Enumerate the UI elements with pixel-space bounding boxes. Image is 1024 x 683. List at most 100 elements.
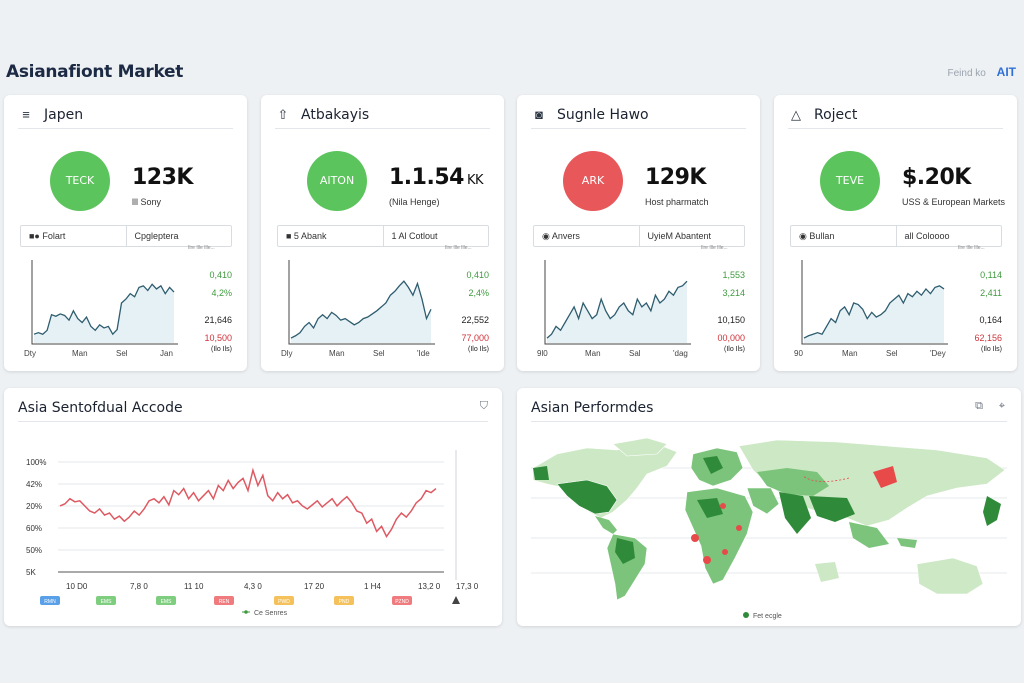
y-tick-label: 50% bbox=[26, 546, 42, 555]
x-tick-label: Man bbox=[329, 349, 345, 358]
map-legend-label: Fet ecgle bbox=[753, 613, 782, 620]
location-icon[interactable]: ⌖ bbox=[998, 400, 1005, 412]
metric-number: 1.1.54 bbox=[389, 165, 464, 190]
china bbox=[809, 496, 855, 522]
map-card: Asian Performdes ⧉ ⌖ Fet ecgle bbox=[517, 388, 1021, 626]
stat-value: 0,164 bbox=[979, 315, 1002, 325]
x-tick-label: 17,3 0 bbox=[456, 582, 479, 591]
legend-pill-label: PND bbox=[339, 599, 350, 605]
highlight-region bbox=[736, 525, 742, 531]
metric-value: 129K bbox=[645, 165, 706, 190]
card-tab[interactable]: all Coloooo bbox=[895, 226, 1002, 246]
export-icon[interactable]: ⧉ bbox=[975, 400, 983, 412]
legend-text: Ilre Ille Ille... bbox=[958, 245, 985, 251]
legend-pill-label: PWD bbox=[278, 599, 290, 605]
legend-pill-label: EMS bbox=[101, 599, 113, 605]
market-card[interactable]: ≡ Japen TECK 123K lll Sony ■● Folart Cpglep… bbox=[4, 95, 247, 371]
usa bbox=[556, 479, 618, 515]
card-tab[interactable]: UyieM Abantent bbox=[638, 226, 745, 246]
x-tick-label: 'Ide bbox=[417, 349, 430, 358]
line-chart: 100% 42% 20% 60% 50% 5K 10 D0 7,8 0 11 10 4,3 0 17… bbox=[26, 450, 479, 617]
legend-text: Ilre Ille Ille... bbox=[188, 245, 215, 251]
legend-text: Ilre Ille Ille... bbox=[701, 245, 728, 251]
card-tabs: ◉ Anvers UyieM Abantent bbox=[533, 225, 745, 247]
stat-value: 1,553 bbox=[722, 270, 745, 280]
metric-subtitle: (Nila Henge) bbox=[389, 197, 440, 207]
x-tick-label: Dly bbox=[281, 349, 293, 358]
y-tick-label: 42% bbox=[26, 480, 42, 489]
map-legend: Fet ecgle bbox=[743, 612, 782, 620]
card-header: ⇧ Atbakayis bbox=[275, 107, 490, 129]
legend-pill-label: REN bbox=[219, 599, 230, 605]
stats-column: 0,410 2,4% 22,552 77,000 (Ilo Ils) bbox=[445, 270, 489, 353]
legend-pill bbox=[392, 596, 412, 605]
market-card[interactable]: ⇧ Atbakayis AITON 1.1.54 KK (Nila Henge) ■ 5… bbox=[261, 95, 504, 371]
southeast-asia bbox=[849, 522, 889, 548]
header-right-text[interactable]: Feind ko bbox=[947, 68, 986, 79]
stat-value: 00,000 bbox=[717, 333, 745, 343]
legend-pill bbox=[334, 596, 354, 605]
x-tick-label: Sal bbox=[629, 349, 641, 358]
line-chart-header: Asia Sentofdual Accode ⛉ bbox=[18, 400, 488, 422]
world-map bbox=[531, 437, 1007, 601]
sparkline-series bbox=[290, 280, 432, 339]
stat-value: 22,552 bbox=[461, 315, 489, 325]
sparkline-axis bbox=[288, 260, 435, 345]
legend-label: Ce Senres bbox=[254, 610, 288, 617]
stats-column: 1,553 3,214 10,150 00,000 (Ilo Ils) bbox=[701, 270, 745, 353]
sparkline-series bbox=[803, 285, 945, 339]
card-tabs: ◉ Bullan all Coloooo bbox=[790, 225, 1002, 247]
metric-value: 1.1.54 KK bbox=[389, 165, 484, 190]
market-card[interactable]: ◙ Sugnle Hawo ARK 129K Host pharmatch ◉ Anv… bbox=[517, 95, 760, 371]
x-tick-label: Sel bbox=[886, 349, 898, 358]
card-tab[interactable]: ■● Folart bbox=[29, 231, 66, 241]
ticker-badge[interactable]: TECK bbox=[50, 151, 110, 211]
ticker-badge[interactable]: ARK bbox=[563, 151, 623, 211]
route-line bbox=[802, 475, 850, 482]
stats-column: 0,410 4,2% 21,646 10,500 (Ilo Ils) bbox=[188, 270, 232, 353]
legend-pill bbox=[40, 596, 60, 605]
central-america bbox=[595, 516, 617, 534]
x-tick-label: 'dag bbox=[673, 349, 688, 358]
metric-value: 123K bbox=[132, 165, 193, 190]
island bbox=[815, 562, 839, 582]
stat-value: 0,410 bbox=[209, 270, 232, 280]
central-asia bbox=[757, 468, 829, 496]
market-card[interactable]: △ Roject TEVE $.20K USS & European Markets … bbox=[774, 95, 1017, 371]
north-africa-dark bbox=[697, 498, 723, 518]
metric-number: 123K bbox=[132, 165, 193, 190]
stat-value: 0,114 bbox=[980, 270, 1002, 280]
header: Asianafiont Market Feind ko AIT bbox=[0, 52, 1024, 90]
stat-value: 0,410 bbox=[466, 270, 489, 280]
brand-logo[interactable]: AIT bbox=[996, 65, 1016, 79]
greenland bbox=[612, 437, 668, 457]
x-tick-label: 7,8 0 bbox=[130, 582, 148, 591]
x-tick-label: 4,3 0 bbox=[244, 582, 262, 591]
sparkline-axis bbox=[801, 260, 948, 345]
card-tab[interactable]: ◉ Anvers bbox=[542, 231, 580, 241]
series-line bbox=[59, 467, 437, 538]
x-tick-label: Jan bbox=[160, 349, 173, 358]
legend-pill bbox=[156, 596, 176, 605]
sparkline-series bbox=[546, 280, 688, 339]
sparkline-axis bbox=[544, 260, 691, 345]
card-tab[interactable]: 1 Al Cotlout bbox=[382, 226, 489, 246]
shield-icon[interactable]: ⛉ bbox=[479, 400, 488, 412]
card-title: Atbakayis bbox=[301, 107, 370, 123]
alaska bbox=[533, 466, 549, 480]
card-title: Sugnle Hawo bbox=[557, 107, 649, 123]
highlight-region bbox=[691, 534, 699, 542]
legend-pill bbox=[96, 596, 116, 605]
stats-column: 0,114 2,411 0,164 62,156 (Ilo Ils) bbox=[958, 270, 1002, 353]
legend-pill-label: RMN bbox=[44, 599, 56, 605]
map-header: Asian Performdes ⧉ ⌖ bbox=[531, 400, 1007, 422]
card-tab[interactable]: ■ 5 Abank bbox=[286, 231, 327, 241]
stat-value: 3,214 bbox=[722, 288, 745, 298]
card-tab[interactable]: Cpgleptera bbox=[125, 226, 232, 246]
card-tab[interactable]: ◉ Bullan bbox=[799, 231, 835, 241]
australia bbox=[916, 557, 984, 595]
ticker-badge[interactable]: AITON bbox=[307, 151, 367, 211]
stat-value: 2,4% bbox=[468, 288, 489, 298]
ticker-badge[interactable]: TEVE bbox=[820, 151, 880, 211]
sparkline-area bbox=[34, 284, 174, 343]
